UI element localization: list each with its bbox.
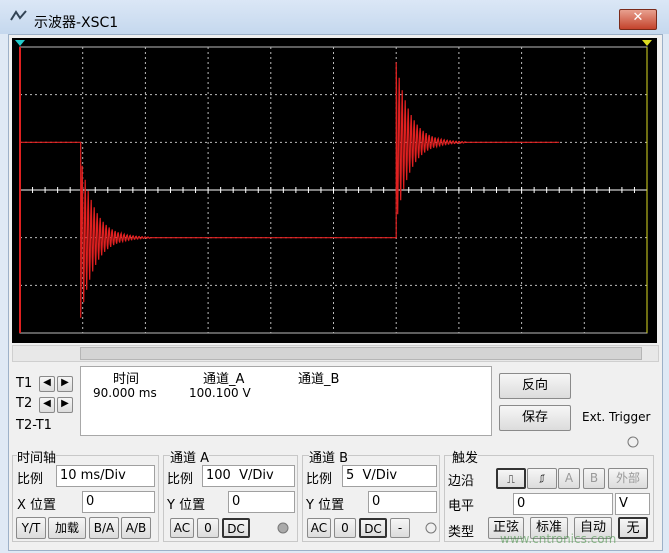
- field-label: 比例: [306, 472, 333, 487]
- cursor-t2-marker: [642, 40, 652, 46]
- mode-button[interactable]: B/A: [89, 517, 119, 539]
- group-title: 触发: [452, 447, 479, 466]
- field-label: X 位置: [17, 498, 57, 513]
- readout-box: [80, 366, 492, 436]
- readout-value: 90.000 ms: [93, 386, 157, 400]
- group-title: 时间轴: [17, 447, 57, 466]
- ext-trigger-label: Ext. Trigger: [582, 410, 651, 424]
- source-button[interactable]: A: [558, 468, 580, 489]
- cursor-label: T2-T1: [16, 418, 52, 433]
- cursor-left[interactable]: ◀: [39, 376, 55, 392]
- ext-trigger-terminal[interactable]: [626, 435, 640, 449]
- close-button[interactable]: ✕: [619, 9, 657, 30]
- field-label: Y 位置: [167, 498, 206, 513]
- edge-fall-button[interactable]: ⎎: [527, 468, 557, 489]
- timebase-group: [12, 455, 159, 542]
- group-title: 通道 A: [170, 447, 210, 466]
- cursor-left[interactable]: ◀: [39, 397, 55, 413]
- readout-header: 通道_B: [298, 372, 340, 387]
- cursor-label: T2: [16, 396, 33, 411]
- watermark: www.cntronics.com: [500, 532, 617, 546]
- source-button[interactable]: 外部: [608, 468, 648, 489]
- waveform-a: [20, 62, 560, 318]
- cursor-right[interactable]: ▶: [57, 376, 73, 392]
- source-button[interactable]: B: [583, 468, 605, 489]
- scale-input[interactable]: 10 ms/Div: [56, 465, 155, 487]
- field-label: Y 位置: [306, 498, 345, 513]
- level-unit[interactable]: V: [615, 493, 650, 515]
- coupling-button[interactable]: AC: [307, 518, 331, 538]
- mode-button[interactable]: A/B: [121, 517, 151, 539]
- readout-value: 100.100 V: [189, 386, 251, 400]
- type-button[interactable]: 标准: [530, 517, 568, 539]
- mode-button[interactable]: Y/T: [16, 517, 46, 539]
- level-input[interactable]: 0: [513, 493, 613, 515]
- type-button[interactable]: 自动: [574, 517, 612, 539]
- cursor-t1-marker: [15, 40, 25, 46]
- coupling-button[interactable]: AC: [170, 518, 194, 538]
- scope-screen: [12, 38, 657, 343]
- scroll-thumb[interactable]: [80, 347, 642, 360]
- coupling-button[interactable]: DC: [222, 518, 250, 538]
- type-button[interactable]: 无: [618, 517, 648, 539]
- field-label: 比例: [17, 472, 44, 487]
- type-button[interactable]: 正弦: [488, 517, 524, 539]
- channel-a-group: [163, 455, 298, 542]
- coupling-button[interactable]: 0: [334, 518, 356, 538]
- readout-header: 通道_A: [203, 372, 245, 387]
- field-label: 边沿: [448, 474, 475, 489]
- channel-b-group: [302, 455, 440, 542]
- app-icon: [10, 10, 27, 21]
- group-title: 通道 B: [309, 447, 349, 466]
- channel-terminal[interactable]: [424, 521, 438, 535]
- trigger-group: [444, 455, 654, 542]
- field-label: 类型: [448, 525, 475, 540]
- ypos-input[interactable]: 0: [368, 491, 437, 513]
- scale-input[interactable]: 5 V/Div: [342, 465, 437, 487]
- xpos-input[interactable]: 0: [82, 491, 155, 513]
- readout-header: 时间: [113, 372, 140, 387]
- title-bar: [0, 0, 669, 34]
- coupling-button[interactable]: -: [390, 518, 410, 538]
- scale-input[interactable]: 100 V/Div: [202, 465, 295, 487]
- edge-rise-button[interactable]: ⎍: [496, 468, 526, 489]
- window-title: 示波器-XSC1: [34, 15, 119, 31]
- reverse-button[interactable]: 反向: [499, 373, 571, 399]
- save-button[interactable]: 保存: [499, 405, 571, 431]
- coupling-button[interactable]: 0: [197, 518, 219, 538]
- ypos-input[interactable]: 0: [228, 491, 295, 513]
- field-label: 电平: [448, 499, 475, 514]
- coupling-button[interactable]: DC: [359, 518, 387, 538]
- cursor-right[interactable]: ▶: [57, 397, 73, 413]
- mode-button[interactable]: 加载: [48, 517, 86, 539]
- field-label: 比例: [167, 472, 194, 487]
- channel-terminal[interactable]: [276, 521, 290, 535]
- cursor-label: T1: [16, 376, 33, 391]
